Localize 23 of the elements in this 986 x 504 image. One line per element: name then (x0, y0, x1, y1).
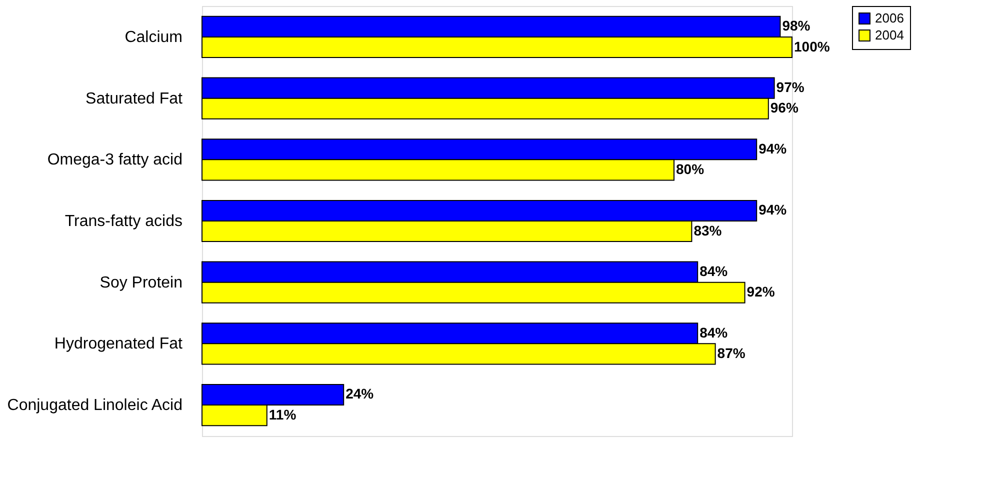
data-label: 84% (700, 324, 728, 340)
y-tick-label: Omega-3 fatty acid (47, 152, 182, 169)
data-label: 80% (676, 160, 705, 177)
data-label: 87% (717, 344, 746, 361)
y-tick-label: Hydrogenated Fat (54, 336, 184, 353)
legend-label: 2006 (875, 10, 904, 26)
y-tick-label: Conjugated Linoleic Acid (7, 397, 182, 414)
data-label: 96% (770, 100, 799, 116)
y-tick-label: Saturated Fat (86, 90, 184, 108)
data-label: 97% (776, 79, 805, 96)
y-tick-label: Trans-fatty acids (64, 213, 182, 230)
data-label: 94% (758, 202, 788, 218)
data-label: 84% (700, 263, 728, 280)
data-label: 98% (782, 18, 811, 34)
data-label: 83% (694, 222, 722, 238)
y-tick-label: Soy Protein (100, 274, 182, 292)
data-label: 100% (794, 38, 830, 54)
data-label: 11% (268, 406, 297, 422)
data-label: 92% (746, 284, 776, 300)
data-label: 94% (758, 140, 788, 156)
data-label: 24% (346, 386, 374, 402)
legend-label: 2004 (875, 28, 904, 42)
y-tick-label: Calcium (124, 28, 182, 46)
